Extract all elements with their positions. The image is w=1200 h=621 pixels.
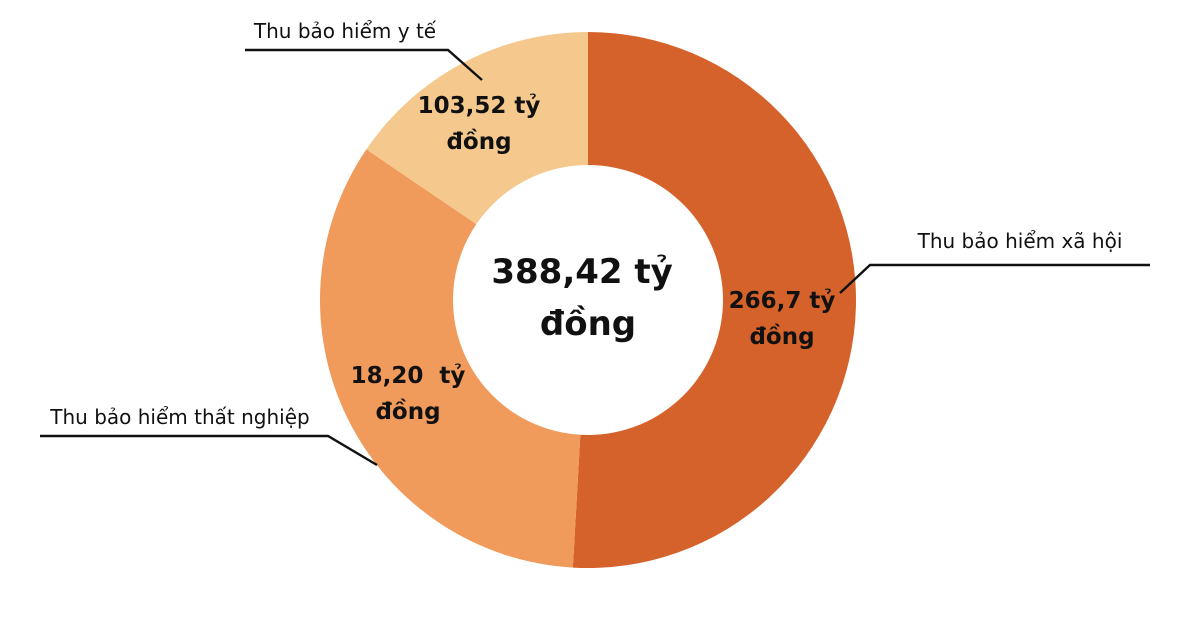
donut-segment-social-insurance	[572, 32, 857, 569]
value-label-health-insurance-line-2: đồng	[446, 128, 511, 155]
category-label-health-insurance: Thu bảo hiểm y tế	[253, 19, 437, 43]
category-label-unemployment-insurance: Thu bảo hiểm thất nghiệp	[49, 405, 309, 429]
center-total-label: 388,42 tỷ đồng	[491, 252, 684, 344]
donut-segment-health-insurance	[366, 32, 588, 225]
value-label-social-insurance: 266,7 tỷ đồng	[729, 288, 836, 350]
leader-lines	[40, 48, 1150, 467]
value-label-unemployment-insurance-line-1: 18,20 tỷ	[351, 363, 466, 389]
chart-labels: 266,7 tỷ đồng Thu bảo hiểm xã hội 18,20 tỷ đ…	[49, 19, 1122, 429]
value-label-health-insurance-line-1: 103,52 tỷ	[418, 93, 541, 119]
category-label-social-insurance: Thu bảo hiểm xã hội	[917, 229, 1123, 253]
center-total-line-2: đồng	[540, 304, 636, 344]
value-label-unemployment-insurance-line-2: đồng	[375, 398, 440, 425]
value-label-social-insurance-line-2: đồng	[749, 323, 814, 350]
chart-segments	[320, 32, 857, 569]
value-label-social-insurance-line-1: 266,7 tỷ	[729, 288, 836, 314]
leader-line-unemployment-insurance	[40, 434, 378, 467]
donut-segment-unemployment-insurance	[320, 149, 581, 568]
center-total-line-1: 388,42 tỷ	[491, 252, 672, 292]
value-label-unemployment-insurance: 18,20 tỷ đồng	[351, 363, 466, 425]
leader-line-social-insurance	[839, 263, 1150, 294]
leader-line-health-insurance	[245, 48, 483, 81]
value-label-health-insurance: 103,52 tỷ đồng	[418, 93, 541, 155]
